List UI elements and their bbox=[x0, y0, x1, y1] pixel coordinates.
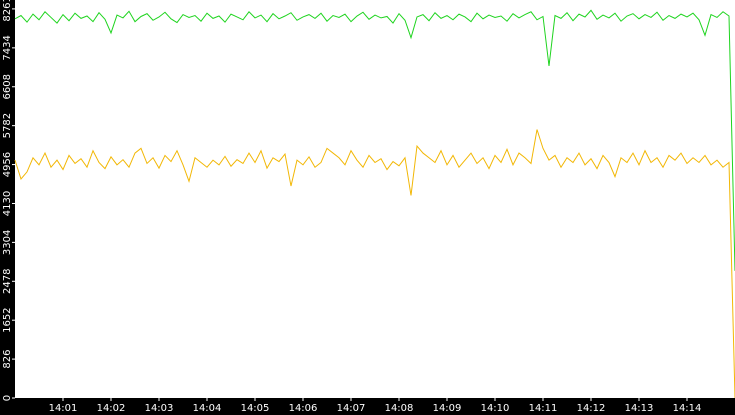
x-tick-label: 14:14 bbox=[673, 403, 702, 414]
y-tick-label: 3304 bbox=[2, 230, 13, 255]
y-tick-label: 4956 bbox=[2, 152, 13, 177]
y-axis-band bbox=[0, 0, 15, 415]
x-tick-label: 14:02 bbox=[97, 403, 126, 414]
x-tick-label: 14:12 bbox=[577, 403, 606, 414]
y-tick-label: 7434 bbox=[2, 35, 13, 60]
x-tick-label: 14:01 bbox=[49, 403, 78, 414]
y-tick-label: 826 bbox=[2, 350, 13, 369]
series-line bbox=[14, 129, 735, 399]
y-tick-label: 8261 bbox=[2, 0, 13, 22]
x-tick-label: 14:08 bbox=[385, 403, 414, 414]
x-tick-label: 14:03 bbox=[145, 403, 174, 414]
y-tick-label: 2478 bbox=[2, 269, 13, 294]
y-tick-label: 4130 bbox=[2, 191, 13, 216]
series-line bbox=[14, 9, 735, 271]
x-tick-label: 14:10 bbox=[481, 403, 510, 414]
x-tick-label: 14:05 bbox=[241, 403, 270, 414]
y-tick-label: 5782 bbox=[2, 113, 13, 138]
y-tick-label: 1652 bbox=[2, 307, 13, 332]
x-tick-label: 14:06 bbox=[289, 403, 318, 414]
y-tick-label: 0 bbox=[2, 395, 13, 401]
x-tick-label: 14:11 bbox=[529, 403, 558, 414]
x-tick-label: 14:09 bbox=[433, 403, 462, 414]
y-tick-label: 6608 bbox=[2, 74, 13, 99]
x-tick-label: 14:07 bbox=[337, 403, 366, 414]
x-axis-band bbox=[0, 398, 735, 415]
x-tick-label: 14:04 bbox=[193, 403, 222, 414]
x-tick-label: 14:13 bbox=[625, 403, 654, 414]
